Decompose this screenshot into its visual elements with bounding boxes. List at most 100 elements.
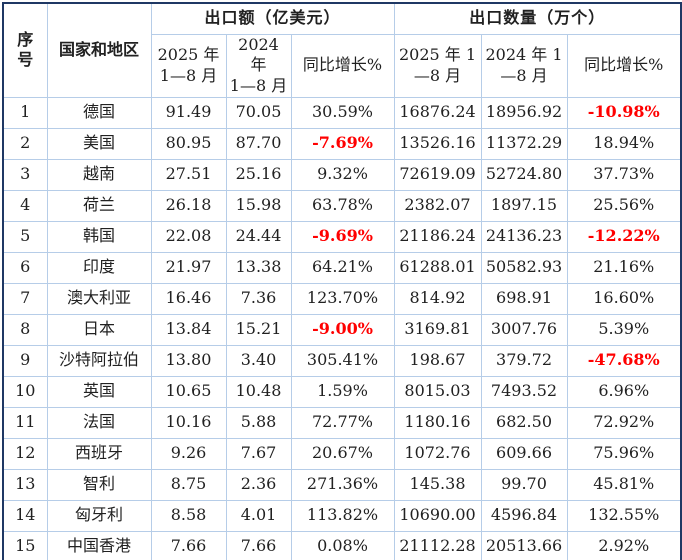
export-qty-2024-cell: 18956.92 (480, 96, 568, 129)
export-qty-growth-cell: -47.68% (566, 344, 682, 377)
export-qty-growth-cell: 5.39% (566, 313, 682, 346)
export-value-2024-cell: 4.01 (225, 499, 292, 532)
export-qty-2024-cell: 4596.84 (480, 499, 568, 532)
export-value-2025-cell: 9.26 (150, 437, 227, 470)
export-qty-2025-cell: 814.92 (393, 282, 482, 315)
export-qty-2024-cell: 698.91 (480, 282, 568, 315)
export-qty-growth-cell: 21.16% (566, 251, 682, 284)
export-qty-growth-cell: 2.92% (566, 530, 682, 560)
export-qty-2025-cell: 21186.24 (393, 220, 482, 253)
table-row: 2 美国 80.95 87.70 -7.69% 13526.16 11372.2… (2, 127, 682, 160)
serial-number-cell: 13 (2, 468, 48, 501)
export-value-growth-cell: -9.00% (290, 313, 395, 346)
export-qty-growth-cell: -12.22% (566, 220, 682, 253)
export-value-2025-cell: 8.75 (150, 468, 227, 501)
serial-number-cell: 1 (2, 96, 48, 129)
export-qty-2024-cell: 1897.15 (480, 189, 568, 222)
export-value-2025-cell: 21.97 (150, 251, 227, 284)
export-qty-2024-cell: 24136.23 (480, 220, 568, 253)
export-qty-2025-cell: 1180.16 (393, 406, 482, 439)
table-row: 9 沙特阿拉伯 13.80 3.40 305.41% 198.67 379.72… (2, 344, 682, 377)
export-value-growth-cell: 64.21% (290, 251, 395, 284)
export-value-growth-cell: -9.69% (290, 220, 395, 253)
export-value-growth-cell: 63.78% (290, 189, 395, 222)
country-cell: 法国 (46, 406, 152, 439)
export-value-2025-cell: 22.08 (150, 220, 227, 253)
export-value-growth-cell: 113.82% (290, 499, 395, 532)
export-qty-growth-cell: 45.81% (566, 468, 682, 501)
header-country-region: 国家和地区 (46, 2, 152, 98)
export-value-2025-cell: 16.46 (150, 282, 227, 315)
header-qty-growth: 同比增长% (566, 33, 682, 98)
header-group-row: 序 号 国家和地区 出口额（亿美元） 出口数量（万个） (2, 2, 682, 98)
country-cell: 英国 (46, 375, 152, 408)
export-value-growth-cell: 0.08% (290, 530, 395, 560)
export-value-2025-cell: 26.18 (150, 189, 227, 222)
export-value-2024-cell: 24.44 (225, 220, 292, 253)
header-qty-2025: 2025 年 1 —8 月 (393, 33, 482, 98)
table-row: 8 日本 13.84 15.21 -9.00% 3169.81 3007.76 … (2, 313, 682, 346)
export-qty-2025-cell: 1072.76 (393, 437, 482, 470)
table-row: 1 德国 91.49 70.05 30.59% 16876.24 18956.9… (2, 96, 682, 129)
export-value-growth-cell: 271.36% (290, 468, 395, 501)
country-cell: 美国 (46, 127, 152, 160)
export-qty-2025-cell: 2382.07 (393, 189, 482, 222)
country-cell: 德国 (46, 96, 152, 129)
table-row: 11 法国 10.16 5.88 72.77% 1180.16 682.50 7… (2, 406, 682, 439)
export-value-2025-cell: 27.51 (150, 158, 227, 191)
header-value-2024: 2024 年 1—8 月 (225, 33, 292, 98)
serial-number-cell: 9 (2, 344, 48, 377)
export-qty-growth-cell: 37.73% (566, 158, 682, 191)
table-row: 15 中国香港 7.66 7.66 0.08% 21112.28 20513.6… (2, 530, 682, 560)
export-value-2024-cell: 7.66 (225, 530, 292, 560)
export-qty-2025-cell: 198.67 (393, 344, 482, 377)
export-qty-growth-cell: 72.92% (566, 406, 682, 439)
serial-number-cell: 4 (2, 189, 48, 222)
header-value-2025: 2025 年 1—8 月 (150, 33, 227, 98)
export-qty-2024-cell: 7493.52 (480, 375, 568, 408)
table-header: 序 号 国家和地区 出口额（亿美元） 出口数量（万个） 2025 年 1—8 月… (2, 2, 682, 98)
export-qty-growth-cell: 6.96% (566, 375, 682, 408)
header-sub-row: 2025 年 1—8 月 2024 年 1—8 月 同比增长% 2025 年 1… (3, 33, 682, 98)
export-value-growth-cell: 1.59% (290, 375, 395, 408)
country-cell: 西班牙 (46, 437, 152, 470)
export-value-2025-cell: 8.58 (150, 499, 227, 532)
country-cell: 沙特阿拉伯 (46, 344, 152, 377)
export-qty-2024-cell: 20513.66 (480, 530, 568, 560)
country-cell: 韩国 (46, 220, 152, 253)
table-row: 4 荷兰 26.18 15.98 63.78% 2382.07 1897.15 … (2, 189, 682, 222)
export-qty-2024-cell: 99.70 (480, 468, 568, 501)
serial-number-cell: 7 (2, 282, 48, 315)
export-value-2024-cell: 87.70 (225, 127, 292, 160)
table-body: 1 德国 91.49 70.05 30.59% 16876.24 18956.9… (2, 96, 682, 560)
export-value-growth-cell: 20.67% (290, 437, 395, 470)
export-qty-growth-cell: 18.94% (566, 127, 682, 160)
serial-number-cell: 14 (2, 499, 48, 532)
serial-number-cell: 5 (2, 220, 48, 253)
country-cell: 中国香港 (46, 530, 152, 560)
export-qty-2025-cell: 21112.28 (393, 530, 482, 560)
export-value-2025-cell: 13.80 (150, 344, 227, 377)
export-value-growth-cell: -7.69% (290, 127, 395, 160)
export-qty-2024-cell: 609.66 (480, 437, 568, 470)
country-cell: 智利 (46, 468, 152, 501)
export-qty-2024-cell: 682.50 (480, 406, 568, 439)
export-qty-growth-cell: 25.56% (566, 189, 682, 222)
export-value-growth-cell: 305.41% (290, 344, 395, 377)
export-value-2024-cell: 2.36 (225, 468, 292, 501)
export-qty-growth-cell: 75.96% (566, 437, 682, 470)
export-value-growth-cell: 72.77% (290, 406, 395, 439)
export-qty-2025-cell: 61288.01 (393, 251, 482, 284)
export-value-2024-cell: 25.16 (225, 158, 292, 191)
export-value-2024-cell: 13.38 (225, 251, 292, 284)
export-value-2024-cell: 7.36 (225, 282, 292, 315)
export-qty-2024-cell: 52724.80 (480, 158, 568, 191)
serial-number-cell: 8 (2, 313, 48, 346)
table-row: 7 澳大利亚 16.46 7.36 123.70% 814.92 698.91 … (2, 282, 682, 315)
export-value-2025-cell: 7.66 (150, 530, 227, 560)
header-qty-2024: 2024 年 1 —8 月 (480, 33, 568, 98)
export-value-2024-cell: 3.40 (225, 344, 292, 377)
table-row: 12 西班牙 9.26 7.67 20.67% 1072.76 609.66 7… (2, 437, 682, 470)
header-value-growth: 同比增长% (290, 33, 395, 98)
